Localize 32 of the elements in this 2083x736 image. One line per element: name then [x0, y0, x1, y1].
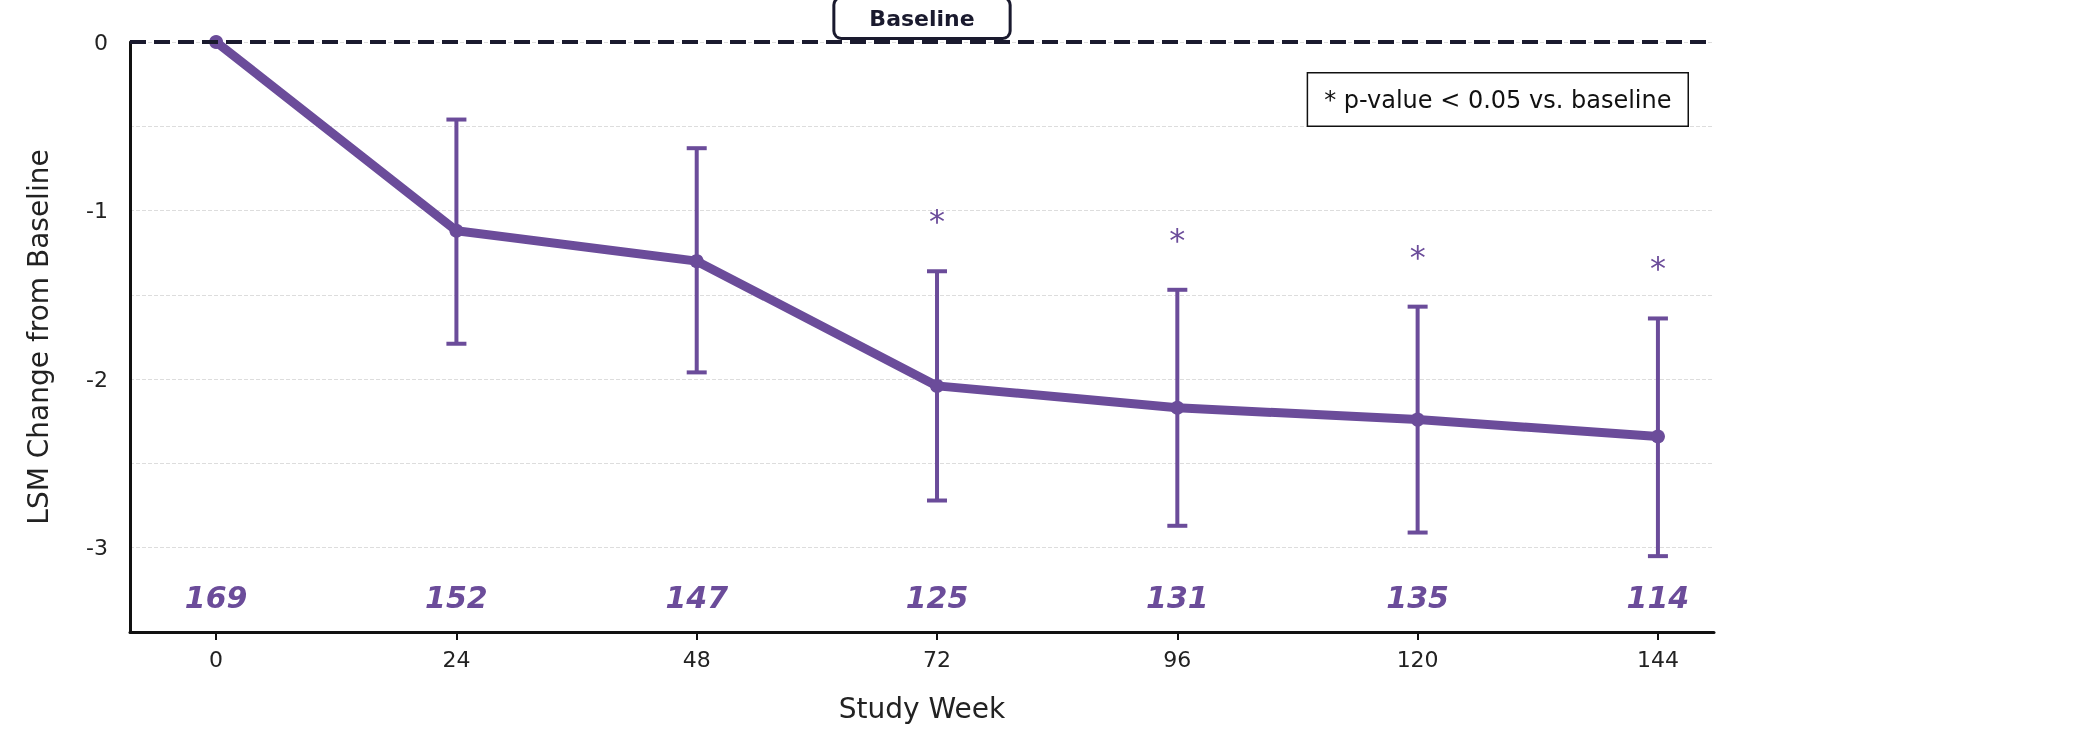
y-tick-label: -3 [86, 535, 108, 561]
annotation: 169 [184, 579, 248, 615]
x-tick-label: 0 [209, 646, 224, 672]
annotation: 135 [1386, 579, 1449, 615]
annotation: * [1169, 220, 1186, 259]
x-tick-label: 144 [1636, 646, 1679, 672]
y-tick-label: 0 [94, 29, 108, 55]
point [930, 378, 945, 393]
annotation: 125 [905, 579, 969, 615]
x-tick-label: 120 [1396, 646, 1439, 672]
annotation: 147 [665, 579, 729, 615]
annotation: 114 [1626, 579, 1690, 615]
point [1170, 400, 1185, 415]
annotation: * [1649, 249, 1666, 288]
x-axis-title: Study Week [838, 691, 1007, 725]
annotation: 131 [1146, 579, 1209, 615]
y-tick-label: -2 [86, 366, 108, 392]
x-tick-label: 48 [682, 646, 711, 672]
point [1650, 429, 1665, 444]
annotation: * [1409, 237, 1426, 276]
ref-line-label: Baseline [869, 5, 975, 31]
point [449, 223, 464, 238]
annotation: * [929, 202, 946, 241]
annotation: 152 [425, 579, 488, 615]
annotation: * p-value < 0.05 vs. baseline [1324, 85, 1672, 114]
x-tick-label: 96 [1163, 646, 1192, 672]
y-axis-title: LSM Change from Baseline [21, 149, 55, 525]
x-tick-label: 72 [923, 646, 952, 672]
y-tick-label: -1 [86, 198, 108, 224]
x-tick-label: 24 [442, 646, 471, 672]
point [1410, 412, 1425, 427]
point [689, 254, 704, 269]
